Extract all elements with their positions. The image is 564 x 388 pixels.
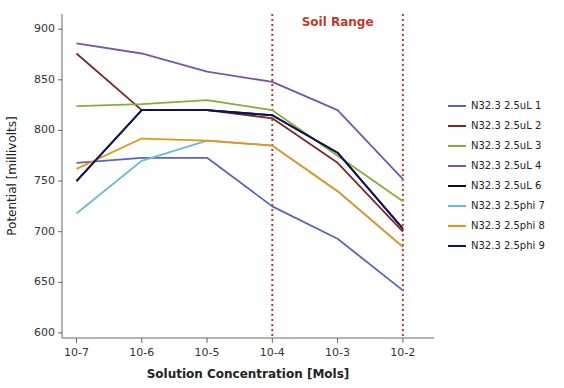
legend-label: N32.3 2.5uL 4 — [471, 160, 541, 171]
x-tick — [207, 338, 208, 343]
series-line — [76, 158, 402, 291]
y-tick-label: 600 — [34, 326, 55, 339]
y-tick — [58, 181, 62, 182]
x-axis-label: Solution Concentration [Mols] — [147, 367, 350, 381]
annotation-text: Soil Range — [302, 15, 374, 29]
series-line — [76, 110, 402, 228]
annotations: Soil Range — [302, 15, 374, 29]
x-tick — [76, 338, 77, 343]
y-tick — [58, 332, 62, 333]
x-tick — [272, 338, 273, 343]
y-tick-label: 700 — [34, 225, 55, 238]
y-tick — [58, 130, 62, 131]
legend: N32.3 2.5uL 1 N32.3 2.5uL 2 N32.3 2.5uL 3 N… — [448, 100, 545, 251]
x-tick — [337, 338, 338, 343]
y-tick-label: 750 — [34, 174, 55, 187]
y-tick-label: 900 — [34, 22, 55, 35]
x-tick — [141, 338, 142, 343]
series-line — [76, 43, 402, 179]
series-line — [76, 100, 402, 201]
legend-swatch — [448, 165, 466, 167]
x-tick-label: 10-2 — [390, 346, 415, 359]
x-tick-label: 10-4 — [260, 346, 285, 359]
legend-label: N32.3 2.5phi 8 — [471, 220, 545, 231]
legend-label: N32.3 2.5phi 7 — [471, 200, 545, 211]
axes: 600 650 700 750 800 850 900 10-7 10-6 10-5 10-4 10-… — [34, 14, 434, 359]
legend-swatch — [448, 105, 466, 107]
y-tick-label: 800 — [34, 123, 55, 136]
legend-label: N32.3 2.5uL 3 — [471, 140, 541, 151]
y-tick-label: 650 — [34, 275, 55, 288]
legend-swatch — [448, 245, 466, 247]
x-tick-label: 10-5 — [195, 346, 220, 359]
x-tick — [402, 338, 403, 343]
range-line — [271, 14, 273, 338]
legend-swatch — [448, 185, 466, 187]
x-tick-label: 10-7 — [64, 346, 89, 359]
x-tick-label: 10-3 — [325, 346, 350, 359]
legend-swatch — [448, 205, 466, 207]
y-axis-line — [62, 14, 63, 338]
series-line — [76, 110, 402, 228]
y-tick — [58, 79, 62, 80]
series-line — [76, 141, 402, 247]
legend-label: N32.3 2.5uL 2 — [471, 120, 541, 131]
y-tick — [58, 29, 62, 30]
legend-swatch — [448, 145, 466, 147]
y-tick-label: 850 — [34, 73, 55, 86]
legend-label: N32.3 2.5uL 6 — [471, 180, 541, 191]
legend-label: N32.3 2.5phi 9 — [471, 240, 545, 251]
legend-label: N32.3 2.5uL 1 — [471, 100, 541, 111]
y-axis-label: Potential [millivolts] — [5, 116, 19, 236]
legend-swatch — [448, 225, 466, 227]
y-tick — [58, 282, 62, 283]
x-tick-label: 10-6 — [129, 346, 154, 359]
chart: 600 650 700 750 800 850 900 10-7 10-6 10-5 10-4 10-… — [0, 0, 564, 388]
x-axis-line — [62, 338, 434, 339]
plot-area — [76, 14, 402, 338]
series-line — [76, 139, 402, 247]
y-tick — [58, 231, 62, 232]
legend-swatch — [448, 125, 466, 127]
